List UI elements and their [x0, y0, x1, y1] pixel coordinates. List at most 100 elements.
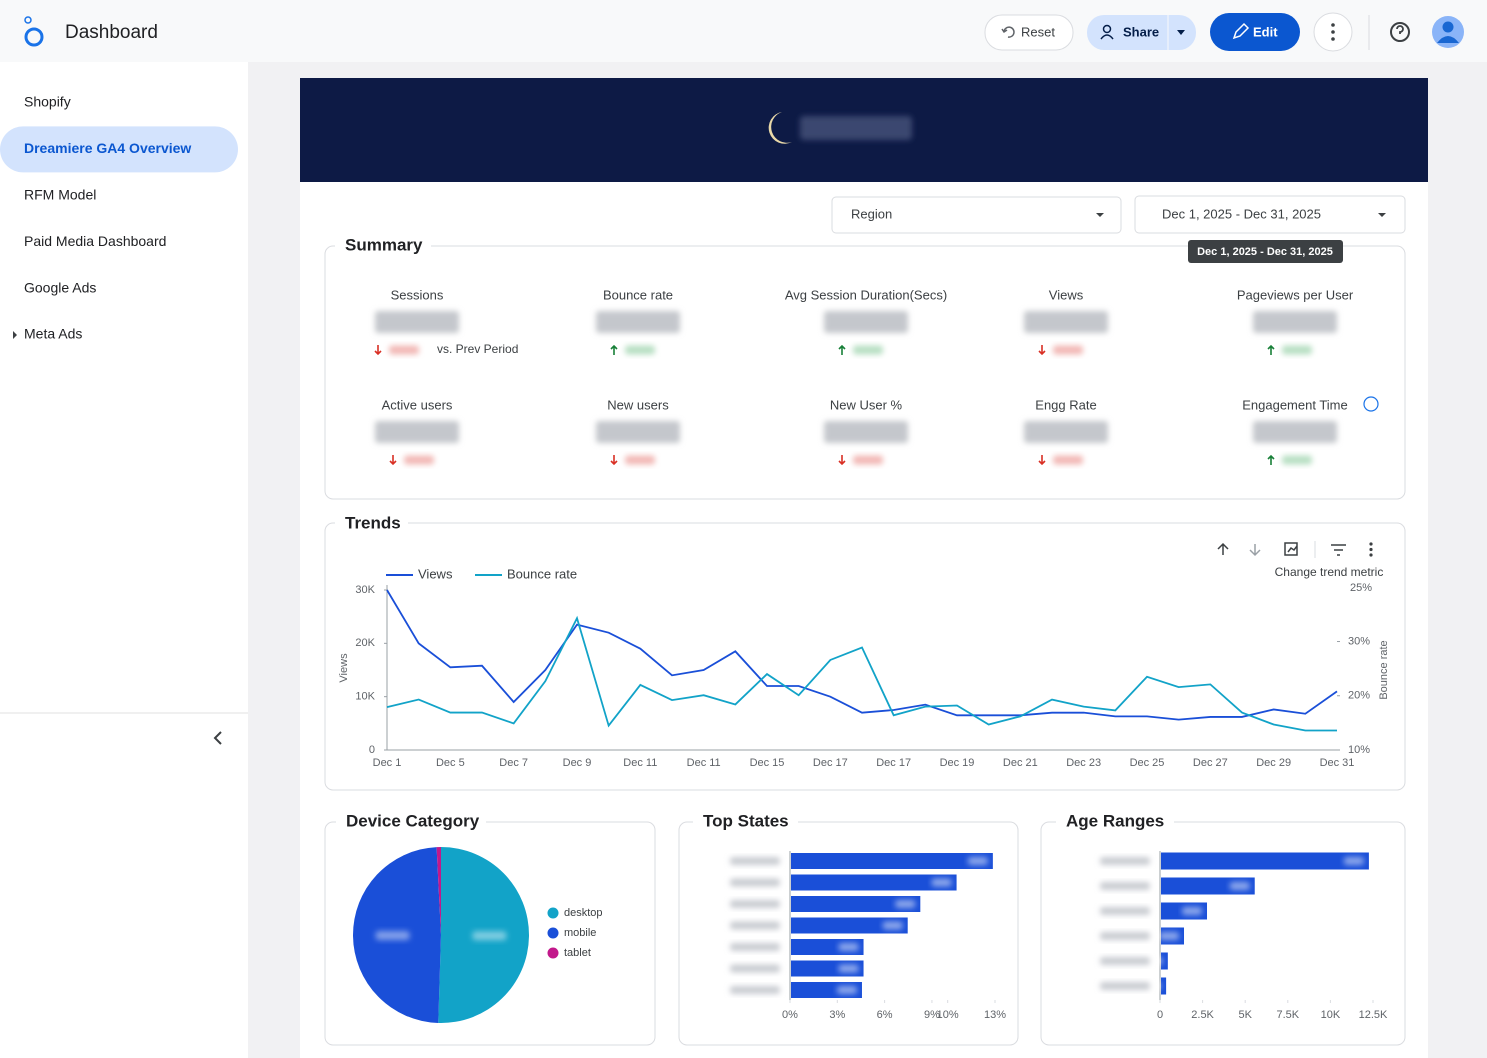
trend-arrow [389, 455, 397, 466]
bar-label-blurred [838, 964, 859, 973]
category-blurred [1100, 932, 1150, 940]
y-tick-label: 0 [369, 744, 375, 756]
legend-label[interactable]: mobile [564, 927, 596, 939]
x-tick-label: 10% [937, 1009, 959, 1021]
metric-value-blurred [1024, 311, 1108, 333]
metric-label: New users [607, 397, 669, 412]
share-label: Share [1123, 24, 1159, 39]
metric-change-blurred [853, 345, 883, 355]
legend-swatch [547, 927, 559, 939]
bar-label-blurred [895, 900, 916, 908]
sort-up[interactable] [1217, 542, 1229, 555]
bar [791, 874, 957, 891]
x-tick-label: Dec 15 [750, 757, 785, 769]
logo [24, 27, 44, 47]
x-tick-label: Dec 11 [623, 757, 657, 769]
x-tick-label: Dec 9 [563, 757, 592, 769]
trends-title: Trends [345, 513, 401, 532]
nav-item[interactable]: RFM Model [24, 187, 96, 203]
slice-label-blurred [375, 930, 410, 940]
trend-arrow [1267, 454, 1275, 465]
sort-down[interactable] [1249, 544, 1261, 557]
dot [1331, 37, 1335, 41]
metric-value-blurred [824, 311, 908, 333]
trend-arrow [1038, 455, 1046, 466]
nav-item[interactable]: Meta Ads [24, 326, 82, 342]
share-icon [1102, 24, 1112, 34]
legend-label[interactable]: desktop [564, 907, 603, 919]
bar [1161, 977, 1167, 995]
legend-label[interactable]: tablet [564, 947, 591, 959]
dot [1369, 542, 1373, 546]
slice-label-blurred [472, 931, 507, 941]
share-dropdown[interactable] [1177, 30, 1185, 35]
trend-arrow [838, 455, 846, 466]
filter-icon[interactable] [1331, 544, 1346, 556]
legend-label[interactable]: Views [418, 566, 453, 581]
metric-value-blurred [596, 421, 680, 443]
x-tick-label: Dec 27 [1193, 757, 1228, 769]
help-icon [1396, 25, 1404, 34]
bar-label-blurred [836, 986, 857, 994]
nav-item[interactable]: Shopify [24, 94, 71, 110]
bar-label-blurred [1159, 932, 1180, 940]
collapse-button[interactable] [213, 731, 222, 745]
bar [1161, 877, 1255, 895]
x-tick-label: Dec 23 [1066, 757, 1101, 769]
info-icon[interactable] [1363, 396, 1379, 412]
metric-value-blurred [1024, 421, 1108, 443]
x-tick-label: 6% [877, 1009, 893, 1021]
category-blurred [1100, 907, 1150, 915]
legend-swatch [547, 947, 559, 959]
dropdown-arrow [1378, 213, 1386, 217]
date-label: Dec 1, 2025 - Dec 31, 2025 [1162, 206, 1321, 221]
trend-arrow [374, 345, 382, 356]
trend-arrow [838, 344, 846, 355]
x-tick-label: 9% [924, 1009, 940, 1021]
chart-settings[interactable] [1284, 542, 1298, 556]
region-filter[interactable] [831, 196, 1122, 234]
category-blurred [1100, 982, 1150, 990]
metric-change-blurred [625, 455, 655, 465]
x-tick-label: 3% [829, 1009, 845, 1021]
bar-label-blurred [1229, 882, 1250, 890]
metric-value-blurred [824, 421, 908, 443]
y-tick-label: 10K [355, 691, 375, 703]
nav-item[interactable]: Dreamiere GA4 Overview [24, 140, 191, 156]
metric-label: Sessions [391, 287, 444, 302]
help-button[interactable] [1390, 22, 1410, 42]
y-tick-label: 20K [355, 637, 375, 649]
y2-tick-label: 10% [1348, 744, 1370, 756]
dot [1331, 23, 1335, 27]
share-button[interactable] [1087, 15, 1196, 50]
nav-item[interactable]: Paid Media Dashboard [24, 233, 166, 249]
dot [1369, 553, 1373, 557]
x-tick-label: Dec 17 [813, 757, 848, 769]
x-tick-label: Dec 11 [687, 757, 721, 769]
x-tick-label: Dec 5 [436, 757, 465, 769]
reset-button[interactable] [984, 14, 1074, 51]
metric-value-blurred [375, 311, 459, 333]
edit-button[interactable] [1210, 13, 1300, 51]
nav-active [0, 126, 238, 173]
title-mask [335, 511, 408, 535]
category-blurred [1100, 957, 1150, 965]
date-filter[interactable] [1134, 195, 1406, 234]
nav-item[interactable]: Google Ads [24, 279, 96, 295]
bar-label-blurred [967, 857, 988, 865]
metric-change-blurred [1053, 455, 1083, 465]
x-tick-label: 7.5K [1276, 1009, 1299, 1021]
y2-top-label: 25% [1350, 582, 1372, 594]
y-tick-label: 30K [355, 584, 375, 596]
bar [791, 896, 921, 912]
trend-arrow [610, 344, 618, 355]
bar-label-blurred [931, 878, 952, 887]
y2-tick-label: 20% [1348, 690, 1370, 702]
category-blurred [730, 986, 780, 994]
x-tick-label: 0 [1157, 1009, 1163, 1021]
avatar-body [1437, 36, 1459, 43]
expand-arrow [13, 331, 17, 339]
toolbar-tooltip: Change trend metric [1275, 565, 1384, 579]
legend-label[interactable]: Bounce rate [507, 566, 577, 581]
